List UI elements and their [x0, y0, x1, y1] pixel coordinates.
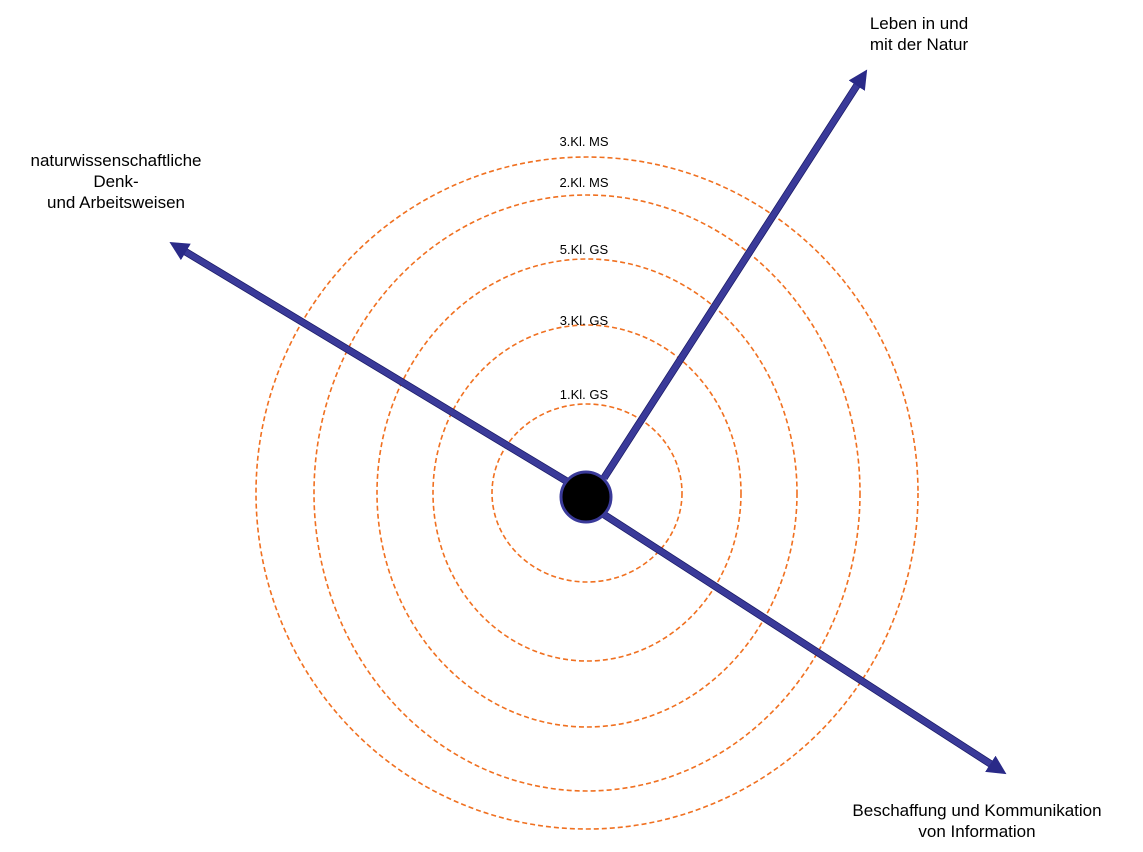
axis-label-nature-line1: Leben in und: [849, 13, 989, 34]
ring-label-2kl-ms: 2.Kl. MS: [559, 175, 608, 190]
axis-arrow-science: [176, 246, 578, 488]
axis-label-nature: Leben in und mit der Natur: [849, 13, 989, 55]
axis-label-science-line1: naturwissenschaftliche: [0, 150, 232, 171]
ring-label-3kl-ms: 3.Kl. MS: [559, 134, 608, 149]
axis-label-info-line2: von Information: [812, 821, 1142, 842]
ring-label-5kl-gs: 5.Kl. GS: [560, 242, 609, 257]
axis-arrow-nature: [604, 76, 863, 478]
axis-label-nature-line2: mit der Natur: [849, 34, 989, 55]
axis-label-info-line1: Beschaffung und Kommunikation: [812, 800, 1142, 821]
axis-label-science-line2: Denk-: [0, 171, 232, 192]
center-node: [561, 472, 611, 522]
axis-label-info: Beschaffung und Kommunikation von Inform…: [812, 800, 1142, 842]
axis-label-science: naturwissenschaftliche Denk- und Arbeits…: [0, 150, 232, 213]
ring-label-1kl-gs: 1.Kl. GS: [560, 387, 609, 402]
ring-label-3kl-gs: 3.Kl. GS: [560, 313, 609, 328]
axis-label-science-line3: und Arbeitsweisen: [0, 192, 232, 213]
